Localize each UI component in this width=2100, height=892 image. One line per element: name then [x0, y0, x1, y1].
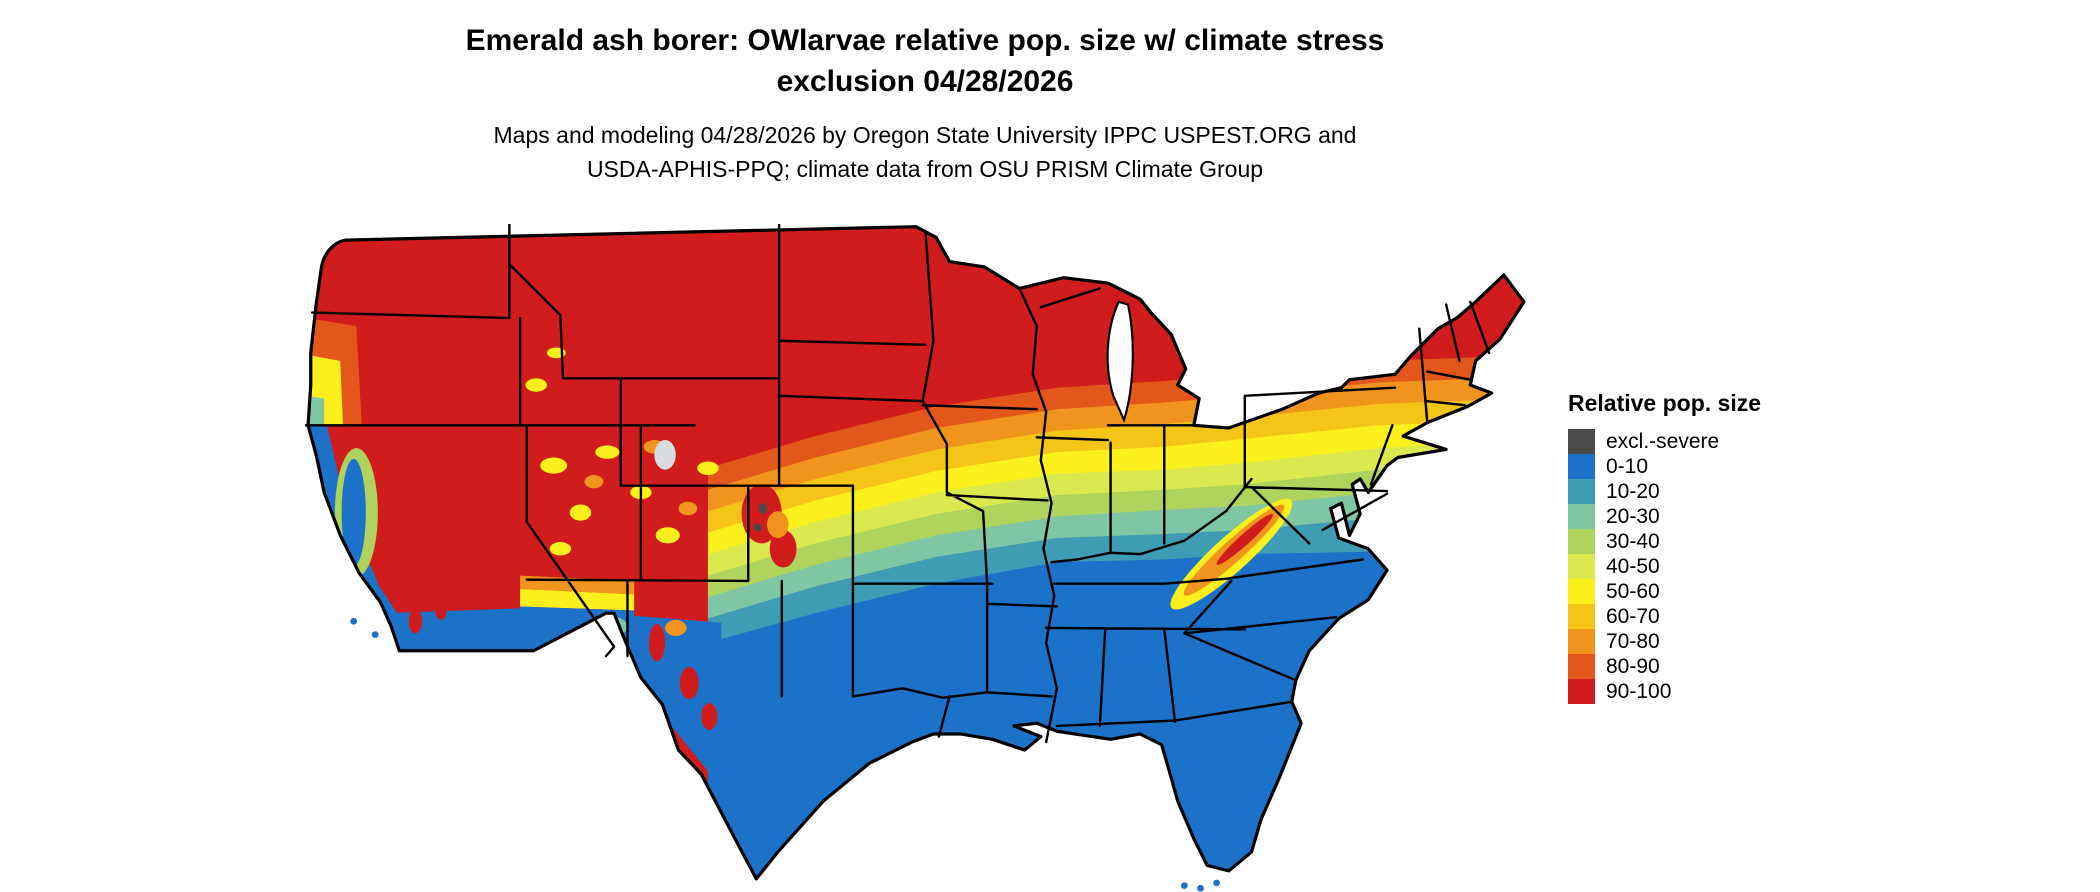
wtexas-mtn-red-1 — [648, 623, 666, 662]
legend-label: 80-90 — [1606, 654, 1660, 678]
page-subtitle-line1: Maps and modeling 04/28/2026 by Oregon S… — [493, 122, 1357, 148]
legend-row: 70-80 — [1568, 629, 1761, 654]
legend-label: 30-40 — [1606, 529, 1660, 553]
legend-label: 0-10 — [1606, 454, 1649, 478]
legend-swatch — [1568, 579, 1595, 604]
central-valley-blue — [341, 458, 366, 567]
lake-michigan — [1106, 300, 1134, 423]
socal-desert-blue — [385, 607, 541, 657]
page-title-line1: Emerald ash borer: OWlarvae relative pop… — [465, 24, 1385, 57]
florida-keys-2 — [1197, 884, 1204, 892]
legend-label: 60-70 — [1606, 604, 1660, 628]
state-borders — [304, 222, 1491, 744]
legend-rows: excl.-severe 0-10 10-20 20-30 30-40 40-50 50-6… — [1568, 429, 1761, 704]
page-title: Emerald ash borer: OWlarvae relative pop… — [310, 20, 1540, 102]
legend-swatch — [1568, 529, 1595, 554]
socal-mountain-red-2 — [435, 603, 447, 620]
legend-label: 50-60 — [1606, 579, 1660, 603]
legend-swatch — [1568, 554, 1595, 579]
legend-swatch — [1568, 604, 1595, 629]
legend-title: Relative pop. size — [1568, 390, 1762, 416]
legend-swatch — [1568, 479, 1595, 504]
legend-swatch — [1568, 429, 1595, 454]
legend-row: 0-10 — [1568, 454, 1761, 479]
map-wrap — [304, 222, 1527, 892]
basin-yellow-3 — [595, 445, 620, 459]
us-map — [304, 222, 1526, 892]
legend-swatch — [1568, 679, 1595, 704]
legend-label: 90-100 — [1606, 679, 1672, 703]
legend-row: 90-100 — [1568, 679, 1761, 704]
colorado-rockies-red-2 — [769, 529, 797, 568]
channel-island-2 — [371, 631, 379, 639]
legend-row: excl.-severe — [1568, 429, 1761, 454]
legend-swatch — [1568, 454, 1595, 479]
page-title-line2: exclusion 04/28/2026 — [776, 65, 1074, 98]
idaho-yellow-1 — [525, 378, 547, 392]
page-subtitle: Maps and modeling 04/28/2026 by Oregon S… — [310, 118, 1540, 186]
basin-yellow-7 — [549, 542, 572, 556]
socal-mountain-red-1 — [408, 609, 423, 634]
arizona-yellow-fringe — [520, 589, 635, 611]
legend-row: 30-40 — [1568, 529, 1761, 554]
basin-yellow-1 — [540, 457, 568, 474]
legend-label: 20-30 — [1606, 504, 1660, 528]
basin-orange-1 — [584, 474, 604, 489]
legend-label: excl.-severe — [1606, 429, 1720, 453]
wtexas-orange-patch — [665, 619, 687, 636]
legend-row: 60-70 — [1568, 604, 1761, 629]
colorado-rockies-orange — [767, 511, 789, 539]
basin-yellow-2 — [569, 504, 592, 521]
basin-yellow-5 — [655, 527, 680, 544]
map-raster-layers — [308, 226, 1524, 879]
legend-row: 20-30 — [1568, 504, 1761, 529]
legend-row: 40-50 — [1568, 554, 1761, 579]
wtexas-mtn-red-2 — [679, 666, 699, 700]
basin-orange-3 — [678, 501, 698, 516]
legend-row: 10-20 — [1568, 479, 1761, 504]
legend-swatch — [1568, 629, 1595, 654]
legend-label: 40-50 — [1606, 554, 1660, 578]
legend-label: 10-20 — [1606, 479, 1660, 503]
florida-keys-1 — [1181, 882, 1188, 889]
title-block: Emerald ash borer: OWlarvae relative pop… — [310, 20, 1540, 186]
page-subtitle-line2: USDA-APHIS-PPQ; climate data from OSU PR… — [586, 156, 1264, 182]
legend-label: 70-80 — [1606, 629, 1660, 653]
great-salt-lake — [654, 440, 676, 470]
excl-severe-speck-1 — [758, 503, 768, 514]
appalachian-red-ridge — [1216, 513, 1273, 565]
legend-swatch — [1568, 654, 1595, 679]
excl-severe-speck-2 — [753, 523, 762, 532]
legend-swatch — [1568, 504, 1595, 529]
legend-row: 50-60 — [1568, 579, 1761, 604]
legend: Relative pop. size excl.-severe 0-10 10-20… — [1568, 390, 1761, 704]
west-texas-blue — [634, 615, 722, 788]
florida-keys-3 — [1213, 879, 1220, 887]
channel-island-1 — [350, 617, 358, 625]
wtexas-mtn-red-3 — [701, 703, 718, 730]
legend-row: 80-90 — [1568, 654, 1761, 679]
basin-yellow-6 — [697, 461, 719, 475]
